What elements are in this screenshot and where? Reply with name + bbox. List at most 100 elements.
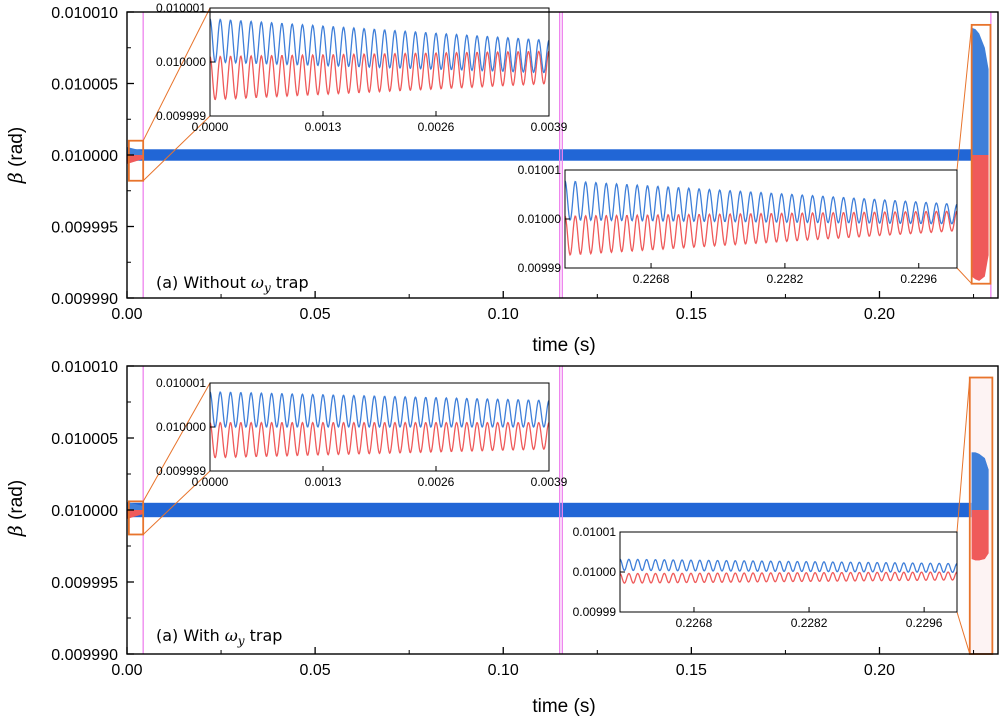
zoom-connector	[956, 377, 971, 533]
inset-x-tick-label: 0.2296	[906, 616, 943, 630]
y-tick-label: 0.009995	[51, 220, 118, 237]
inset-x-tick-label: 0.0026	[418, 120, 455, 134]
x-tick-label: 0.10	[488, 306, 519, 323]
panel-label-symbol: ω	[251, 273, 264, 292]
panel-label-suffix: trap	[271, 273, 309, 292]
panel-top-insets: 0.0000 0.0013 0.0026 0.00390.0099990.010000…	[156, 1, 958, 286]
x-tick-label: 0.10	[488, 662, 519, 679]
y-axis-title: β (rad)	[5, 127, 27, 184]
inset-series-blue	[209, 391, 550, 429]
inset-series-red	[564, 210, 958, 257]
panel-label-subscript: y	[237, 634, 245, 648]
inset-y-tick-label: 0.00999	[518, 261, 562, 275]
inset-y-tick-label: 0.00999	[573, 605, 617, 619]
y-axis-unit: (rad)	[6, 480, 27, 525]
x-tick-label: 0.05	[300, 306, 331, 323]
inset-y-tick-label: 0.01000	[573, 565, 617, 579]
inset-series-blue	[564, 180, 958, 225]
zoom-connector	[142, 470, 211, 535]
inset-x-tick-label: 0.0039	[531, 475, 568, 489]
inset-series-red	[209, 421, 550, 459]
inset-x-tick-label: 0.0013	[305, 475, 342, 489]
y-axis-unit: (rad)	[6, 127, 27, 172]
inset: 0.2268 0.2282 0.2296 0.00999 0.01000 0.01001	[518, 163, 958, 286]
y-tick-label: 0.010010	[51, 359, 118, 376]
inset-y-tick-label: 0.010001	[156, 1, 206, 15]
panel-label-subscript: y	[263, 281, 271, 295]
panel-top-axes: 0.00 0.05 0.10 0.15 0.20 0.009990 0.009995 0.01…	[51, 5, 999, 323]
panel-label-text: (a) Without	[156, 273, 246, 292]
y-tick-label: 0.009995	[51, 575, 118, 592]
x-tick-label: 0.20	[864, 662, 895, 679]
inset-y-tick-label: 0.009999	[156, 109, 206, 123]
series-red-early	[127, 155, 144, 164]
inset-y-tick-label: 0.009999	[156, 464, 206, 478]
panel-bottom-insets: 0.0000 0.0013 0.0026 0.00390.0099990.010000…	[156, 376, 958, 630]
series-blue-tail	[971, 27, 989, 156]
inset-x-tick-label: 0.2282	[791, 616, 828, 630]
y-tick-label: 0.009990	[51, 291, 118, 308]
series-red-early	[127, 510, 144, 519]
series-blue-band	[127, 502, 972, 518]
inset-x-tick-label: 0.2268	[676, 616, 713, 630]
zoom-connector	[142, 115, 211, 182]
panel-label-text: (a) With	[156, 626, 220, 645]
zoom-box	[970, 23, 992, 285]
panel-label: (a) Without ωy trap	[156, 273, 309, 295]
inset-y-tick-label: 0.010000	[156, 55, 206, 69]
inset-x-tick-label: 0.2268	[633, 272, 670, 286]
series-blue-early	[127, 502, 144, 510]
panel-bottom-axes: 0.00 0.05 0.10 0.15 0.20 0.009990 0.009995 0.01…	[51, 359, 999, 679]
inset-x-tick-label: 0.0013	[305, 120, 342, 134]
panel-bottom-plot-area	[127, 366, 994, 655]
x-tick-label: 0.20	[864, 306, 895, 323]
zoom-connector	[142, 382, 211, 502]
y-tick-label: 0.010000	[51, 503, 118, 520]
panel-top: 0.0000 0.0013 0.0026 0.00390.0099990.010000…	[5, 1, 999, 356]
panel-label: (a) With ωy trap	[156, 626, 282, 648]
inset-series-red	[209, 50, 550, 101]
y-tick-label: 0.010010	[51, 5, 118, 22]
zoom-box	[127, 139, 145, 182]
inset-series-blue	[619, 558, 958, 574]
y-tick-label: 0.010005	[51, 77, 118, 94]
inset-x-tick-label: 0.0026	[418, 475, 455, 489]
zoom-connector	[956, 24, 973, 171]
inset-x-tick-label: 0.0000	[192, 120, 229, 134]
inset-x-tick-label: 0.2296	[900, 272, 937, 286]
inset-x-tick-label: 0.0000	[192, 475, 229, 489]
inset-x-tick-label: 0.0039	[531, 120, 568, 134]
inset-y-tick-label: 0.010000	[156, 420, 206, 434]
x-axis-title: time (s)	[532, 696, 595, 717]
y-axis-title: β (rad)	[5, 480, 27, 537]
x-tick-label: 0.15	[676, 306, 707, 323]
inset-background	[620, 532, 957, 612]
series-blue-tail	[971, 452, 989, 510]
panel-label-symbol: ω	[225, 626, 238, 645]
inset-y-tick-label: 0.010001	[156, 376, 206, 390]
zoom-box	[127, 500, 145, 536]
series-red-tail	[971, 510, 989, 561]
x-tick-label: 0.15	[676, 662, 707, 679]
inset: 0.2268 0.2282 0.2296 0.00999 0.01000 0.01001	[573, 525, 958, 630]
inset-y-tick-label: 0.01001	[573, 525, 617, 539]
x-tick-label: 0.00	[111, 306, 142, 323]
panel-top-plot-area	[127, 7, 992, 298]
panel-label-suffix: trap	[245, 626, 283, 645]
y-tick-label: 0.010005	[51, 431, 118, 448]
series-red-tail	[971, 155, 989, 281]
x-axis-title: time (s)	[532, 335, 595, 356]
y-axis-symbol: β	[5, 525, 27, 537]
series-blue-band	[127, 149, 972, 161]
zoom-connector	[142, 7, 211, 141]
series-blue-early	[127, 147, 144, 155]
y-axis-symbol: β	[5, 172, 27, 184]
inset-series-red	[619, 571, 958, 584]
inset-series-blue	[209, 18, 550, 74]
panel-bottom: 0.0000 0.0013 0.0026 0.00390.0099990.010000…	[5, 359, 999, 717]
inset: 0.0000 0.0013 0.0026 0.0039 0.009999 0.010000…	[156, 1, 568, 134]
inset-x-tick-label: 0.2282	[767, 272, 804, 286]
inset-y-tick-label: 0.01000	[518, 212, 562, 226]
zoom-connector	[956, 611, 971, 655]
